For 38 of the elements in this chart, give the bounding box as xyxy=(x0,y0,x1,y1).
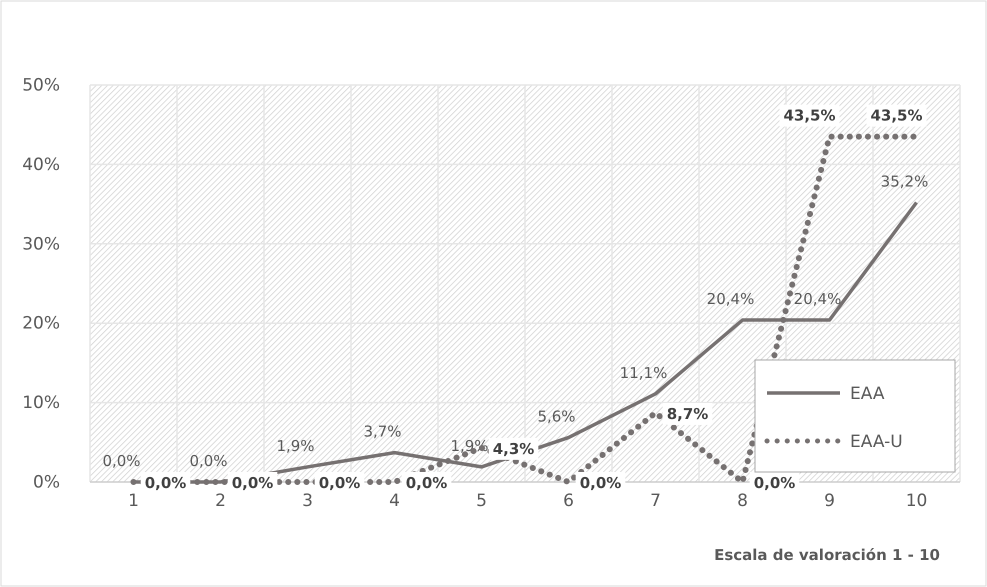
data-label: 0,0% xyxy=(580,474,622,492)
data-label: 3,7% xyxy=(363,422,402,441)
data-label: 35,2% xyxy=(880,172,928,191)
data-label: 5,6% xyxy=(537,408,576,426)
y-tick-label: 30% xyxy=(22,234,60,254)
y-tick-label: 40% xyxy=(22,154,60,175)
data-label: 11,1% xyxy=(620,364,668,382)
data-label: 0,0% xyxy=(189,452,228,470)
x-tick-label: 9 xyxy=(824,491,835,512)
x-tick-label: 5 xyxy=(476,491,487,512)
x-tick-label: 6 xyxy=(563,491,574,512)
data-label: 0,0% xyxy=(102,452,141,470)
data-label: 43,5% xyxy=(783,106,836,125)
legend-label: EAA-U xyxy=(850,432,903,452)
x-tick-label: 1 xyxy=(128,491,139,512)
data-label: 0,0% xyxy=(406,474,448,492)
x-tick-label: 2 xyxy=(215,491,226,512)
data-label: 0,0% xyxy=(144,474,186,492)
data-label: 0,0% xyxy=(754,474,796,492)
data-label: 4,3% xyxy=(492,440,534,458)
x-axis-title: Escala de valoración 1 - 10 xyxy=(714,546,940,564)
y-tick-label: 20% xyxy=(22,314,60,334)
y-tick-label: 10% xyxy=(22,393,60,414)
y-tick-label: 50% xyxy=(22,75,60,96)
data-label: 8,7% xyxy=(666,404,708,423)
data-label: 20,4% xyxy=(794,290,842,308)
x-tick-label: 4 xyxy=(389,491,400,512)
data-label: 43,5% xyxy=(870,106,923,125)
x-tick-label: 3 xyxy=(302,491,313,512)
x-tick-label: 10 xyxy=(906,491,928,512)
data-label: 1,9% xyxy=(276,436,315,455)
y-tick-label: 0% xyxy=(33,472,60,492)
data-label: 20,4% xyxy=(706,290,754,308)
x-tick-label: 8 xyxy=(737,491,748,512)
data-label: 0,0% xyxy=(232,474,274,492)
legend-label: EAA xyxy=(850,384,885,404)
x-tick-label: 7 xyxy=(650,491,661,512)
data-label: 0,0% xyxy=(318,474,360,492)
